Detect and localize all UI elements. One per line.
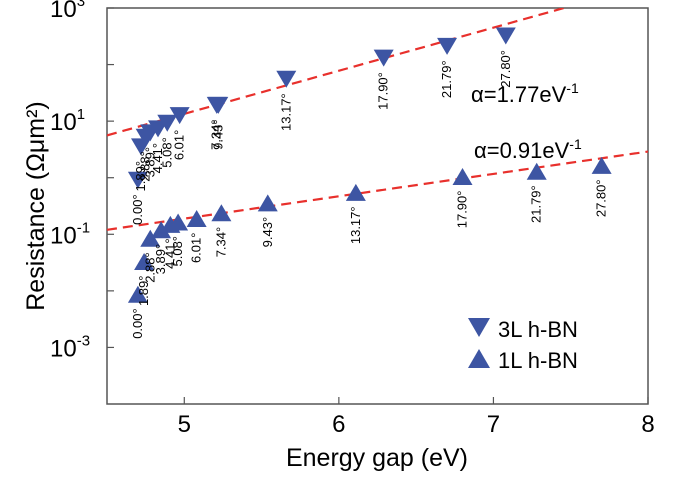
marker-1l [140, 229, 161, 247]
legend: 3L h-BN 1L h-BN [468, 317, 578, 373]
y-tick-base: 10 [50, 222, 77, 249]
point-label-1l: 0.00° [130, 308, 145, 339]
fit-line-1l [107, 150, 648, 231]
marker-1l [257, 194, 278, 212]
x-tick-label: 8 [641, 411, 654, 438]
marker-1l [151, 221, 172, 239]
point-label-3l: 3.89° [142, 147, 157, 178]
y-tick-exponent: 3 [77, 0, 85, 10]
point-label-3l: 21.79° [439, 60, 454, 98]
point-label-1l: 13.17° [348, 206, 363, 244]
point-label-1l: 2.88° [142, 252, 157, 283]
point-label-1l: 17.90° [455, 191, 470, 229]
plot-frame [106, 7, 649, 405]
x-tick-label: 7 [487, 411, 500, 438]
marker-1l [345, 183, 366, 201]
marker-1l [134, 253, 155, 271]
point-label-1l: 21.79° [529, 185, 544, 223]
marker-1l [127, 285, 148, 303]
marker-1l [168, 213, 189, 231]
marker-3l [148, 120, 169, 138]
annotation-1l-alpha: α=0.91eV-1 [474, 136, 582, 163]
y-axis-title: Resistance (Ωμm²) [22, 101, 50, 311]
x-axis-ticks: 5 6 7 8 [178, 397, 655, 438]
marker-1l [186, 210, 207, 228]
marker-3l [127, 171, 148, 189]
y-tick-base: 10 [50, 109, 77, 136]
x-tick-label: 6 [332, 411, 345, 438]
y-tick-label: 10-3 [50, 332, 90, 362]
point-label-3l: 4.41° [150, 143, 165, 174]
point-label-1l: 4.41° [162, 238, 177, 269]
annotation-1l-base: α=0.91eV [474, 138, 570, 163]
point-label-3l: 6.01° [172, 130, 187, 161]
point-label-1l: 5.08° [170, 236, 185, 267]
x-axis-title: Energy gap (eV) [286, 444, 468, 472]
marker-1l [211, 204, 232, 222]
annotation-3l-base: α=1.77eV [471, 82, 567, 107]
fit-lines [107, 8, 648, 231]
y-tick-exponent: -3 [77, 332, 90, 349]
point-label-1l: 1.89° [136, 276, 151, 307]
point-label-1l: 6.01° [189, 233, 204, 264]
data-markers [127, 27, 612, 303]
point-label-3l: 7.34° [209, 119, 224, 150]
y-tick-exponent: 1 [77, 106, 85, 123]
point-label-1l: 27.80° [594, 179, 609, 217]
y-tick-base: 10 [50, 0, 77, 23]
marker-1l [452, 168, 473, 186]
marker-3l [437, 37, 458, 55]
marker-3l [373, 49, 394, 67]
point-label-3l: 17.90° [376, 72, 391, 110]
legend-label-3l: 3L h-BN [498, 317, 578, 342]
point-label-3l: 2.88° [138, 151, 153, 182]
point-label-1l: 7.34° [213, 227, 228, 258]
marker-3l [169, 107, 190, 125]
x-tick-label: 5 [178, 411, 191, 438]
marker-3l [208, 96, 229, 114]
marker-1l [591, 156, 612, 174]
point-label-3l: 1.89° [133, 161, 148, 192]
point-label-3l: 0.00° [130, 194, 145, 225]
point-label-1l: 9.43° [260, 217, 275, 248]
annotation-3l-sup: -1 [566, 80, 579, 96]
y-tick-label: 101 [50, 106, 85, 136]
marker-1l [526, 162, 547, 180]
point-label-3l: 27.80° [498, 50, 513, 88]
marker-3l [157, 114, 178, 132]
point-label-3l: 9.43° [210, 119, 225, 150]
point-label-1l: 3.89° [153, 244, 168, 275]
point-label-3l: 5.08° [159, 137, 174, 168]
y-tick-label: 10-1 [50, 219, 90, 249]
y-tick-base: 10 [50, 335, 77, 362]
y-tick-label: 103 [50, 0, 85, 23]
annotation-1l-sup: -1 [569, 136, 582, 152]
y-tick-exponent: -1 [77, 219, 90, 236]
marker-3l [495, 27, 516, 45]
annotation-3l-alpha: α=1.77eV-1 [471, 80, 579, 107]
legend-marker-1l [468, 349, 490, 368]
legend-label-1l: 1L h-BN [498, 348, 578, 373]
point-label-3l: 13.17° [278, 93, 293, 131]
legend-marker-3l [468, 318, 490, 337]
marker-3l [276, 70, 297, 88]
point-angle-labels: 0.00°1.89°2.88°3.89°4.41°5.08°6.01° 7.34°… [130, 50, 609, 339]
